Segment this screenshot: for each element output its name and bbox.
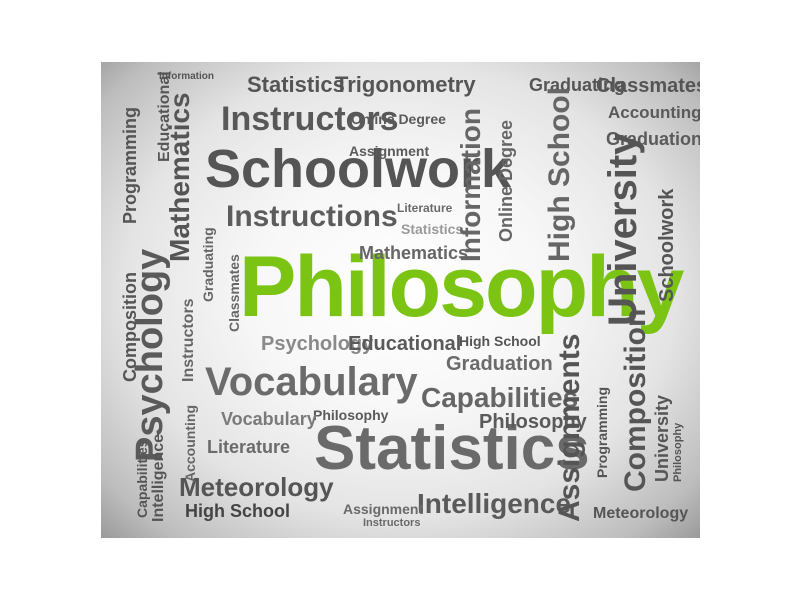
word-statistics-small: Statistics — [401, 221, 464, 237]
word-statistics-top: Statistics — [247, 72, 345, 97]
word-trigonometry: Trigonometry — [335, 72, 476, 97]
word-instructors-bottom: Instructors — [363, 517, 421, 529]
word-capabilities-vertical: Capabilities — [134, 439, 150, 518]
word-assignment: Assignment — [349, 143, 430, 159]
word-instructions: Instructions — [226, 200, 398, 233]
word-vocabulary: Vocabulary — [205, 360, 418, 404]
word-literature: Literature — [207, 437, 291, 457]
word-accounting-vertical: Accounting — [182, 405, 198, 482]
word-university-vertical: University — [601, 132, 645, 326]
word-cloud: Philosophy Schoolwork Statistics Vocabul… — [101, 62, 700, 538]
word-composition-right-vertical: Composition — [619, 308, 652, 492]
word-accounting: Accounting — [608, 103, 700, 122]
word-philosophy-small-2: Philosophy — [313, 407, 389, 423]
word-information-vertical: Information — [455, 108, 486, 262]
word-statistics: Statistics — [314, 414, 590, 483]
word-intelligence: Intelligence — [417, 488, 572, 519]
word-intelligence-vertical: Intelligence — [150, 433, 167, 522]
word-graduating-vertical: Graduating — [200, 227, 216, 302]
word-meteorology-right: Meteorology — [593, 505, 689, 522]
word-mathematics-mid: Mathematics — [359, 243, 469, 263]
word-information-top: Information — [159, 71, 214, 82]
word-instructors-vertical: Instructors — [180, 298, 197, 382]
word-philosophy-main: Philosophy — [239, 239, 684, 335]
word-schoolwork-vertical: Schoolwork — [656, 188, 678, 302]
word-capabilities: Capabilities — [421, 382, 579, 413]
word-classmates: Classmates — [596, 75, 700, 97]
word-high-school-mid: High School — [459, 333, 541, 349]
word-graduation-mid: Graduation — [446, 353, 553, 375]
word-psychology-mid: Psychology — [261, 333, 374, 355]
word-educational: Educational — [348, 333, 462, 355]
word-literature-small: Literature — [397, 201, 453, 215]
word-instructors: Instructors — [221, 100, 399, 138]
word-graduation: Graduation — [606, 129, 700, 149]
word-vocabulary-small: Vocabulary — [221, 409, 317, 429]
word-assignment-bottom: Assignment — [343, 501, 424, 517]
word-meteorology: Meteorology — [179, 472, 334, 502]
word-high-school: High School — [185, 501, 290, 521]
word-graduating: Graduating — [529, 75, 626, 95]
word-programming-vertical: Programming — [120, 106, 140, 224]
word-classmates-vertical: Classmates — [226, 254, 242, 332]
word-high-school-vertical: High School — [543, 87, 576, 262]
word-philosophy-small-1: Philosophy — [479, 411, 587, 433]
word-philosophy-vertical-right: Philosophy — [672, 422, 684, 482]
word-online-degree: Online Degree — [351, 111, 446, 127]
word-programming-right-vertical: Programming — [594, 386, 610, 478]
word-educational-vertical: Educational — [156, 71, 173, 162]
word-composition-vertical: Composition — [120, 272, 140, 382]
word-assignments-vertical: Assignments — [553, 333, 586, 522]
word-online-degree-vertical: Online Degree — [496, 119, 516, 242]
word-university-right-vertical: University — [652, 394, 672, 482]
word-schoolwork: Schoolwork — [205, 139, 512, 199]
